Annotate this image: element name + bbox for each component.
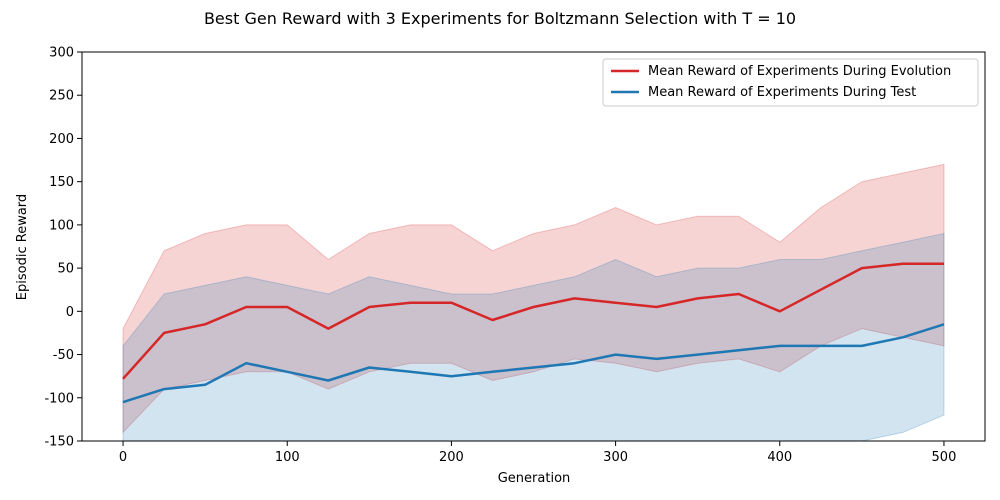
y-tick-label: 100 <box>49 218 74 233</box>
series-line-0 <box>122 262 944 380</box>
x-axis-label: Generation <box>498 471 571 486</box>
x-tick-label: 300 <box>603 450 628 465</box>
x-tick-label: 500 <box>932 450 957 465</box>
x-tick-label: 0 <box>119 450 127 465</box>
series-band-1 <box>122 232 945 441</box>
legend-label-test: Mean Reward of Experiments During Test <box>648 85 916 100</box>
series-line-1 <box>122 323 945 404</box>
y-tick-label: 250 <box>49 89 74 104</box>
y-axis: -150 -100 -50 0 50 100 150 200 250 300 <box>44 46 82 450</box>
y-tick-label: -100 <box>44 391 74 406</box>
x-tick-label: 200 <box>439 450 464 465</box>
plot-frame <box>81 51 986 442</box>
y-tick-label: 300 <box>49 46 74 61</box>
y-tick-label: 150 <box>49 175 74 190</box>
y-axis-label: Episodic Reward <box>15 194 30 300</box>
y-tick-label: -50 <box>53 348 74 363</box>
series-band-0 <box>122 163 945 434</box>
x-tick-label: 100 <box>275 450 300 465</box>
y-tick-label: -150 <box>44 435 74 450</box>
x-tick-label: 400 <box>767 450 792 465</box>
legend-box <box>602 58 979 107</box>
legend-label-evolution: Mean Reward of Experiments During Evolut… <box>648 64 951 79</box>
y-tick-label: 200 <box>49 132 74 147</box>
y-tick-label: 50 <box>57 262 74 277</box>
y-tick-label: 0 <box>66 305 74 320</box>
chart-title: Best Gen Reward with 3 Experiments for B… <box>204 9 796 28</box>
x-axis: 0 100 200 300 400 500 <box>119 441 956 465</box>
plot-area <box>122 163 945 441</box>
legend: Mean Reward of Experiments During Evolut… <box>602 58 979 107</box>
